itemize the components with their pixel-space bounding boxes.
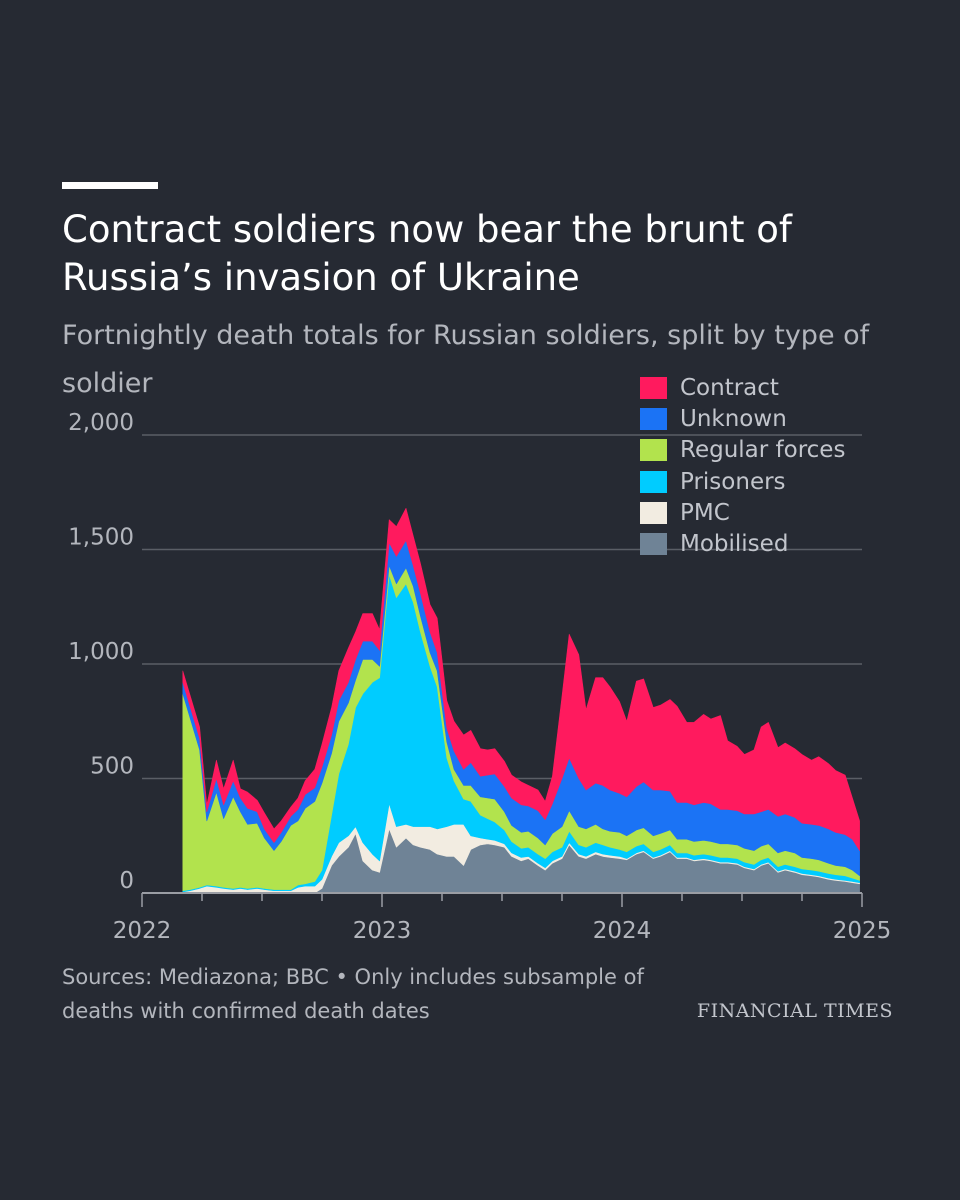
chart-subtitle: Fortnightly death totals for Russian sol… xyxy=(62,320,870,399)
legend-item: Regular forces xyxy=(640,435,845,466)
area-contract xyxy=(182,508,860,851)
y-tick-label: 1,000 xyxy=(68,639,134,665)
legend-label: Prisoners xyxy=(680,468,786,495)
brand-logo: FINANCIAL TIMES xyxy=(696,1000,893,1022)
axes: 0 500 1,000 1,500 2,000 2022 2023 2024 2025 xyxy=(68,410,891,944)
legend-swatch xyxy=(640,533,667,556)
legend-item: Mobilised xyxy=(640,528,845,559)
legend-item: Prisoners xyxy=(640,466,845,497)
legend-label: PMC xyxy=(680,499,730,526)
x-tick-label: 2023 xyxy=(353,918,412,944)
chart-legend: Contract Unknown Regular forces Prisoners PM… xyxy=(640,372,845,560)
x-tick-label: 2024 xyxy=(593,918,652,944)
x-tick-label: 2022 xyxy=(113,918,172,944)
legend-label: Unknown xyxy=(680,405,787,432)
legend-label: Mobilised xyxy=(680,531,789,558)
legend-swatch xyxy=(640,439,667,462)
y-tick-label: 500 xyxy=(90,754,134,780)
source-note: Sources: Mediazona; BBC • Only includes … xyxy=(62,965,644,1023)
legend-item: Unknown xyxy=(640,403,845,434)
legend-swatch xyxy=(640,470,667,493)
x-tick-label: 2025 xyxy=(833,918,892,944)
legend-item: Contract xyxy=(640,372,845,403)
y-tick-label: 0 xyxy=(119,868,134,894)
legend-label: Contract xyxy=(680,374,779,401)
legend-label: Regular forces xyxy=(680,437,846,464)
y-tick-label: 1,500 xyxy=(68,525,134,551)
y-tick-label: 2,000 xyxy=(68,410,134,436)
title-accent-bar xyxy=(62,182,158,189)
chart-title: Contract soldiers now bear the brunt of … xyxy=(62,208,792,299)
legend-item: PMC xyxy=(640,497,845,528)
legend-swatch xyxy=(640,407,667,430)
legend-swatch xyxy=(640,376,667,399)
stacked-areas xyxy=(182,508,860,894)
legend-swatch xyxy=(640,501,667,524)
